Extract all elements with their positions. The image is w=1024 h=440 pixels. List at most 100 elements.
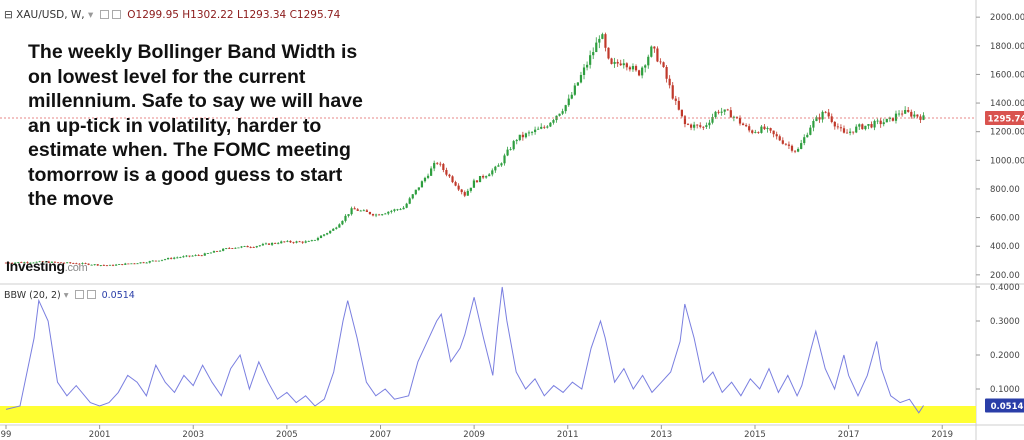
chevron-down-icon[interactable]: ▾	[87, 9, 94, 21]
candle-body	[824, 111, 827, 113]
candle-body	[329, 230, 332, 234]
candle-body	[564, 105, 567, 112]
candle-body	[647, 56, 650, 66]
candle-body	[858, 124, 861, 127]
candle-body	[882, 122, 885, 125]
candle-body	[503, 155, 506, 164]
candle-body	[344, 215, 347, 221]
candle-body	[607, 47, 610, 59]
candle-body	[509, 149, 512, 151]
bbw-series-line	[5, 286, 924, 414]
price-tick-label: 1600.00	[990, 70, 1024, 80]
candle-body	[442, 164, 445, 170]
candle-body	[197, 255, 200, 256]
candle-body	[696, 124, 699, 126]
candle-body	[797, 148, 800, 152]
candle-body	[393, 209, 396, 211]
candle-body	[203, 253, 206, 256]
settings-icon[interactable]	[86, 290, 96, 299]
candle-body	[69, 262, 72, 264]
candle-body	[108, 264, 112, 266]
time-tick-label: 2011	[557, 430, 579, 440]
indicator-label[interactable]: BBW (20, 2)	[4, 290, 61, 301]
candle-body	[641, 67, 644, 76]
candle-body	[93, 264, 96, 266]
candle-body	[567, 98, 570, 106]
candle-body	[322, 234, 326, 236]
candle-body	[445, 169, 448, 175]
open-value: O1299.95	[127, 9, 179, 21]
candle-body	[463, 192, 466, 196]
candle-body	[735, 116, 739, 118]
candle-body	[154, 260, 157, 262]
candle-body	[812, 120, 815, 128]
bbw-low-highlight	[0, 406, 976, 423]
price-tick-label: 200.00	[990, 271, 1020, 281]
settings-icon[interactable]	[111, 10, 121, 19]
candle-body	[448, 174, 451, 177]
candle-body	[659, 61, 662, 63]
candle-body	[650, 46, 653, 57]
candle-body	[475, 180, 479, 183]
candle-body	[595, 42, 598, 53]
visibility-icon[interactable]	[74, 290, 84, 299]
close-value: C1295.74	[289, 9, 341, 21]
candle-body	[414, 189, 417, 195]
candle-body	[500, 163, 503, 166]
candle-body	[179, 257, 182, 259]
candle-body	[72, 263, 75, 264]
time-tick-label: 2015	[744, 430, 766, 440]
candle-body	[751, 130, 754, 133]
candle-body	[381, 214, 384, 216]
candle-body	[845, 132, 849, 134]
candle-body	[469, 187, 472, 191]
candle-body	[261, 244, 265, 246]
time-tick-label: 2007	[370, 430, 392, 440]
candle-body	[396, 209, 399, 211]
candle-body	[628, 67, 632, 70]
candle-body	[56, 262, 60, 264]
candle-body	[420, 181, 424, 188]
candle-body	[558, 113, 561, 116]
candle-body	[81, 263, 84, 264]
candle-body	[497, 165, 500, 167]
candle-body	[399, 209, 402, 211]
last-price-tag	[985, 110, 1024, 125]
candle-body	[200, 255, 203, 257]
candle-body	[512, 141, 515, 150]
candle-body	[806, 134, 809, 138]
candle-body	[821, 111, 824, 120]
candle-body	[894, 113, 898, 121]
candle-body	[738, 117, 742, 124]
annotation-text: The weekly Bollinger Band Width is on lo…	[28, 41, 363, 210]
candle-body	[561, 111, 564, 114]
candle-body	[405, 203, 408, 208]
candle-body	[677, 100, 680, 110]
chevron-down-icon[interactable]: ▾	[63, 290, 69, 301]
candle-body	[96, 264, 99, 266]
symbol-label[interactable]: XAU/USD, W,	[16, 9, 85, 21]
low-value: L1293.34	[236, 9, 287, 21]
candle-body	[142, 262, 145, 264]
candle-body	[390, 210, 393, 212]
candle-body	[365, 210, 368, 212]
candle-body	[815, 117, 818, 121]
price-tick-label: 1200.00	[990, 128, 1024, 138]
candle-body	[754, 132, 757, 133]
candle-body	[378, 214, 381, 216]
candle-body	[867, 124, 870, 126]
candle-body	[182, 256, 185, 258]
candle-body	[644, 65, 647, 68]
collapse-icon[interactable]: ⊟	[4, 9, 13, 21]
candle-body	[136, 263, 139, 265]
candle-body	[552, 120, 555, 123]
visibility-icon[interactable]	[99, 10, 109, 19]
candle-body	[38, 261, 41, 263]
candle-body	[656, 48, 659, 62]
candle-body	[78, 263, 81, 265]
candle-body	[264, 243, 268, 245]
candle-body	[166, 258, 170, 260]
candle-body	[90, 264, 93, 266]
price-tick-label: 1400.00	[990, 99, 1024, 109]
brand-suffix: .com	[64, 262, 88, 274]
